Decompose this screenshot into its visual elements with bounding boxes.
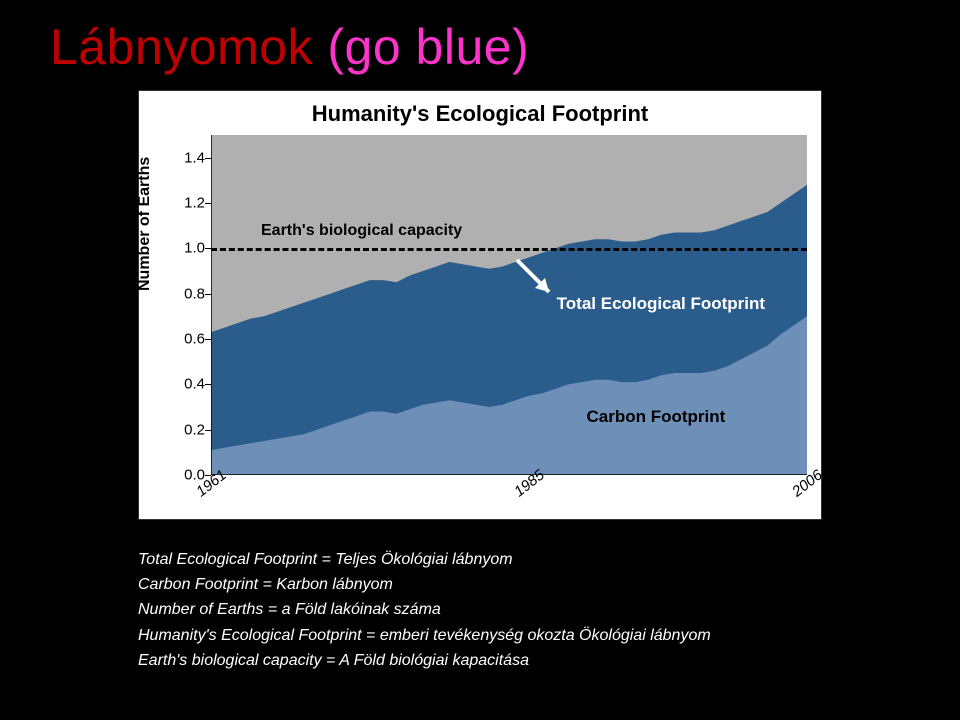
chart-plot-area: 0.00.20.40.60.81.01.21.4 Earth's biologi… [211,135,807,475]
y-tick-label: 0.6 [169,331,205,348]
y-tick-label: 1.2 [169,195,205,212]
title-part-2: (go blue) [327,19,529,75]
arrow-icon [509,252,559,302]
title-part-1: Lábnyomok [50,19,327,75]
legend-line-4: Humanity's Ecological Footprint = emberi… [138,624,858,647]
capacity-annotation: Earth's biological capacity [261,222,462,240]
y-tick-label: 0.2 [169,421,205,438]
slide-title: Lábnyomok (go blue) [50,18,529,76]
translation-legend: Total Ecological Footprint = Teljes Ökol… [138,548,858,674]
y-tick-label: 0.4 [169,376,205,393]
x-axis: 196119852006 [211,475,807,515]
ecological-footprint-chart: Humanity's Ecological Footprint Number o… [138,90,822,520]
capacity-line [211,248,807,251]
legend-line-3: Number of Earths = a Föld lakóinak száma [138,598,858,621]
legend-line-5: Earth's biological capacity = A Föld bio… [138,649,858,672]
legend-line-1: Total Ecological Footprint = Teljes Ökol… [138,548,858,571]
legend-line-2: Carbon Footprint = Karbon lábnyom [138,573,858,596]
carbon-footprint-annotation: Carbon Footprint [586,407,725,427]
y-tick-label: 1.0 [169,240,205,257]
y-axis-label: Number of Earths [136,157,154,291]
y-tick-label: 0.8 [169,285,205,302]
total-footprint-annotation: Total Ecological Footprint [557,294,765,314]
chart-title: Humanity's Ecological Footprint [139,91,821,127]
y-tick-label: 1.4 [169,149,205,166]
